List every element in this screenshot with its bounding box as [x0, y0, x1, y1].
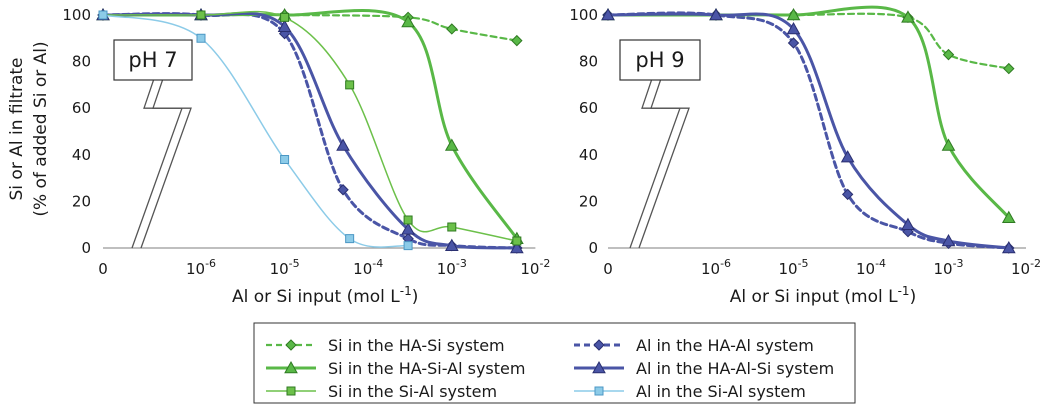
data-point — [786, 7, 801, 21]
x-tick-label: 10-2 — [1011, 257, 1041, 278]
data-point — [444, 238, 459, 251]
y-tick-label: 20 — [72, 192, 91, 210]
axis-break-line-1 — [131, 54, 183, 249]
data-point — [601, 7, 615, 21]
y-tick-label: 40 — [72, 146, 91, 164]
y-tick-label: 40 — [579, 146, 598, 164]
data-point — [403, 241, 413, 251]
y-axis-label-line2: (% of added Si or Al) — [31, 41, 51, 216]
y-tick-label: 80 — [72, 53, 91, 71]
series-al_ha_al_si — [601, 7, 1016, 254]
axis-break-line-1 — [629, 54, 681, 249]
y-tick-label: 100 — [569, 6, 598, 24]
x-tick-label: 10-5 — [270, 257, 300, 278]
legend-entry-al_ha_al: Al in the HA-Al system — [574, 336, 814, 355]
data-point — [942, 48, 955, 61]
x-axis-label: Al or Si input (mol L-1) — [232, 284, 418, 307]
data-point — [941, 138, 956, 151]
data-point — [345, 80, 355, 90]
data-point — [280, 154, 290, 164]
data-point — [447, 222, 457, 232]
data-point — [337, 184, 349, 196]
data-point — [196, 10, 206, 20]
series-al_si_al — [98, 10, 413, 251]
y-tick-label: 60 — [72, 99, 91, 117]
x-tick-label: 10-3 — [437, 257, 467, 278]
x-axis-label: Al or Si input (mol L-1) — [730, 284, 916, 307]
x-tick-label: 10-5 — [778, 257, 808, 278]
data-point — [446, 23, 458, 35]
legend-box — [253, 322, 856, 404]
data-point — [901, 10, 915, 23]
legend-entry-si_ha_si_al: Si in the HA-Si-Al system — [266, 359, 525, 378]
legend-entry-al_si_al: Al in the Si-Al system — [574, 382, 806, 401]
data-point — [345, 234, 355, 244]
axis-break-line-2 — [140, 54, 192, 249]
legend-marker — [286, 386, 296, 396]
data-point — [1001, 210, 1016, 224]
legend-label: Si in the HA-Si-Al system — [328, 359, 525, 378]
data-point — [403, 215, 413, 225]
series-line — [102, 14, 409, 248]
data-point — [787, 37, 800, 49]
legend-marker — [284, 360, 298, 374]
panel-label-box — [619, 39, 701, 81]
legend-marker — [593, 339, 605, 351]
data-point — [1003, 62, 1015, 75]
series-line — [606, 5, 1011, 220]
legend-label: Al in the HA-Al system — [636, 336, 814, 355]
y-tick-label: 20 — [579, 192, 598, 210]
data-point — [941, 233, 956, 247]
x-tick-label: 10-4 — [856, 257, 886, 278]
legend-entry-si_ha_si: Si in the HA-Si system — [266, 336, 505, 355]
data-point — [196, 33, 206, 43]
data-point — [336, 138, 350, 151]
y-tick-label: 0 — [81, 239, 91, 257]
legend-marker — [592, 360, 606, 374]
panel-2: 0 20 40 60 80 100 0 10-6 10-5 10-4 10-3 10-2 Al or S… — [569, 5, 1041, 307]
data-point — [841, 188, 854, 201]
legend-label: Si in the Si-Al system — [328, 382, 497, 401]
data-point — [511, 34, 523, 47]
y-tick-label: 60 — [579, 99, 598, 117]
data-point — [401, 14, 415, 28]
data-point — [277, 19, 292, 32]
data-point — [280, 12, 290, 22]
data-point — [401, 222, 415, 235]
y-tick-label: 80 — [579, 53, 598, 71]
x-tick-label: 10-6 — [186, 257, 216, 278]
panel-1: 0 20 40 60 80 100 0 10-6 10-5 10-4 10-3 10-2 Al or S… — [62, 6, 550, 307]
data-point — [512, 236, 522, 246]
data-point — [709, 7, 723, 21]
data-point — [840, 150, 855, 163]
data-point — [98, 10, 108, 20]
legend-label: Al in the Si-Al system — [636, 382, 806, 401]
panel-label-box — [113, 39, 193, 81]
y-axis-label-line1: Si or Al in filtrate — [7, 58, 27, 201]
legend-label: Si in the HA-Si system — [328, 336, 505, 355]
data-point — [1001, 240, 1016, 254]
legend: Si in the HA-Si system Al in the HA-Al sy… — [253, 322, 856, 404]
x-tick-label: 10-2 — [520, 257, 550, 278]
legend-marker — [594, 386, 604, 396]
axis-break-line-2 — [638, 54, 690, 249]
legend-entry-si_si_al: Si in the Si-Al system — [266, 382, 497, 401]
y-tick-label: 100 — [62, 6, 91, 24]
y-tick-label: 0 — [588, 239, 598, 257]
legend-label: Al in the HA-Al-Si system — [636, 359, 834, 378]
legend-entry-al_ha_al_si: Al in the HA-Al-Si system — [574, 359, 834, 378]
data-point — [444, 138, 459, 151]
panel-label: pH 7 — [128, 48, 177, 72]
x-tick-label: 10-3 — [933, 257, 963, 278]
data-point — [786, 21, 801, 35]
x-tick-label: 10-4 — [353, 257, 383, 278]
data-point — [901, 217, 915, 230]
x-tick-label: 0 — [603, 260, 613, 278]
data-point — [510, 240, 524, 254]
x-tick-label: 0 — [98, 260, 108, 278]
x-tick-label: 10-6 — [701, 257, 731, 278]
legend-marker — [285, 339, 297, 351]
panel-label: pH 9 — [635, 48, 684, 72]
